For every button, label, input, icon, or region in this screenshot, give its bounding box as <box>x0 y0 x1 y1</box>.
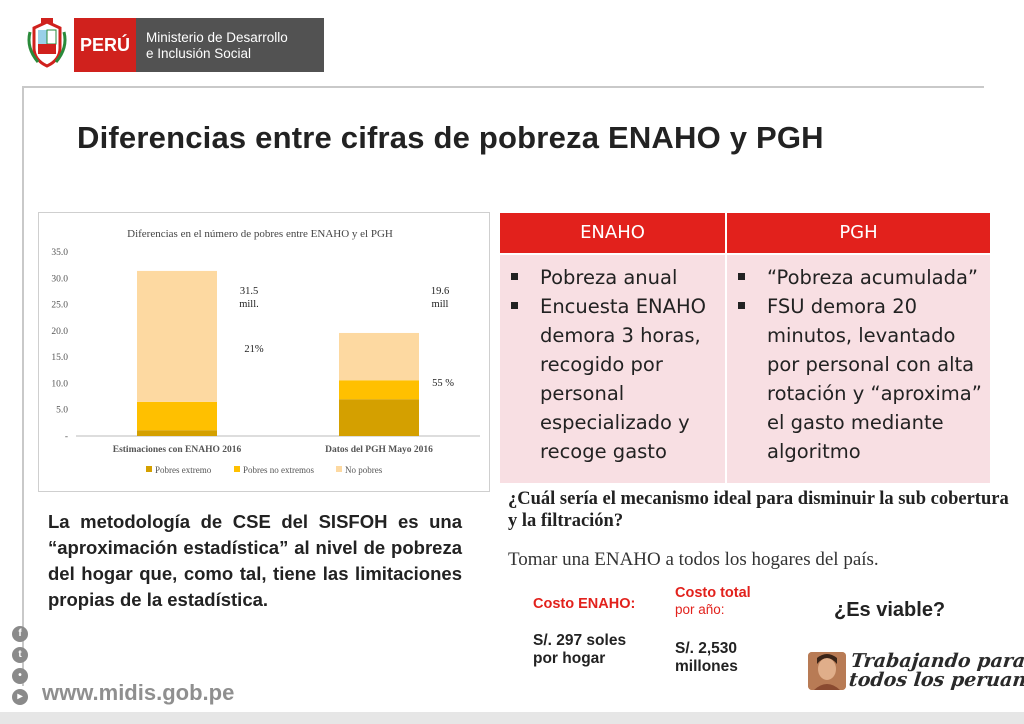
website-link[interactable]: www.midis.gob.pe <box>42 680 235 705</box>
annotation-pgh-total-box <box>418 282 462 314</box>
slogan-line-2: todos los peruanos <box>847 669 1024 691</box>
annotation-pgh-pct: 55 % <box>432 378 454 389</box>
flickr-icon[interactable]: • <box>12 668 28 684</box>
peru-coat-of-arms-icon <box>27 18 67 68</box>
youtube-icon[interactable]: ▸ <box>12 689 28 705</box>
brand-logo: PERÚ <box>74 18 136 72</box>
y-tick-label: 10.0 <box>51 379 68 389</box>
annotation-enaho-pct: 21% <box>244 344 264 355</box>
cost-total-value-line-1: S/. 2,530 <box>675 640 738 657</box>
bar-segment <box>137 401 217 431</box>
bar-segment <box>339 332 419 381</box>
annotation-enaho-total-box <box>227 282 271 314</box>
ministry-line-2: e Inclusión Social <box>146 46 252 61</box>
table-cell-pgh: “Pobreza acumulada” FSU demora 20 minuto… <box>727 255 990 483</box>
footer-bar <box>0 712 1024 724</box>
bullet-icon <box>738 273 745 280</box>
twitter-icon[interactable]: t <box>12 647 28 663</box>
legend-swatch <box>234 466 240 472</box>
y-tick-label: 20.0 <box>51 327 68 337</box>
y-tick-label: 35.0 <box>51 248 68 258</box>
slogan: Trabajando para todos los peruanos <box>847 650 1024 691</box>
viable-question: ¿Es viable? <box>834 599 946 621</box>
bar-segment <box>339 399 419 436</box>
stacked-bar-chart: - 5.0 10.0 15.0 20.0 25.0 30.0 35.0 Estimaciones… <box>51 248 480 475</box>
comparison-table: ENAHO PGH Pobreza anual Encuesta ENAHO d… <box>500 213 990 483</box>
bar-segment <box>137 270 217 402</box>
y-tick-label: 30.0 <box>51 274 68 284</box>
social-links: f t • ▸ <box>12 626 34 710</box>
facebook-icon[interactable]: f <box>12 626 28 642</box>
annotation-pgh-pct-box <box>421 374 465 393</box>
legend-label: Pobres no extremos <box>243 465 314 475</box>
question-text: ¿Cuál sería el mecanismo ideal para dism… <box>508 489 1009 531</box>
list-item: FSU demora 20 minutos, levantado por per… <box>738 292 984 466</box>
portrait-photo <box>808 652 846 690</box>
bar-segment <box>339 380 419 400</box>
table-cell-enaho: Pobreza anual Encuesta ENAHO demora 3 ho… <box>500 255 725 483</box>
frame-left-border <box>22 86 24 686</box>
answer-text: Tomar una ENAHO a todos los hogares del … <box>508 549 879 570</box>
annotation-pgh-total: 19.6 <box>431 286 449 297</box>
annotation-enaho-total: mill. <box>239 299 259 310</box>
table-header-pgh: PGH <box>727 213 990 253</box>
y-tick-label: 5.0 <box>56 406 68 416</box>
legend-label: No pobres <box>345 465 383 475</box>
list-item: Pobreza anual <box>511 263 719 292</box>
slide-title: Diferencias entre cifras de pobreza ENAH… <box>77 120 824 155</box>
ministry-name: Ministerio de Desarrollo e Inclusión Soc… <box>136 18 324 72</box>
cost-total-label-line-1: Costo total <box>675 585 751 601</box>
ministry-line-1: Ministerio de Desarrollo <box>146 30 288 45</box>
frame-top-border <box>22 86 984 88</box>
legend-swatch <box>336 466 342 472</box>
cost-enaho-label: Costo ENAHO: <box>533 596 636 612</box>
legend-swatch <box>146 466 152 472</box>
table-header-enaho: ENAHO <box>500 213 725 253</box>
annotation-pgh-total: mill <box>432 299 449 310</box>
annotation-enaho-total: 31.5 <box>240 286 258 297</box>
chart-title: Diferencias en el número de pobres entre… <box>127 228 393 240</box>
list-item: Encuesta ENAHO demora 3 horas, recogido … <box>511 292 719 466</box>
cost-enaho-value-line-1: S/. 297 soles <box>533 632 627 649</box>
bar-segment <box>137 430 217 436</box>
bullet-icon <box>738 302 745 309</box>
y-tick-label: 15.0 <box>51 353 68 363</box>
bullet-icon <box>511 302 518 309</box>
cost-total-value-line-2: millones <box>675 658 738 675</box>
cost-enaho-value-line-2: por hogar <box>533 650 606 667</box>
y-tick-label: - <box>65 432 68 442</box>
annotation-enaho-pct-box <box>232 340 276 359</box>
x-tick-label: Datos del PGH Mayo 2016 <box>325 445 433 455</box>
list-item: “Pobreza acumulada” <box>738 263 984 292</box>
y-tick-label: 25.0 <box>51 301 68 311</box>
methodology-text: La metodología de CSE del SISFOH es una … <box>48 511 462 610</box>
x-tick-label: Estimaciones con ENAHO 2016 <box>113 445 242 455</box>
bullet-icon <box>511 273 518 280</box>
legend-label: Pobres extremo <box>155 465 212 475</box>
cost-total-label-line-2: por año: <box>675 602 725 617</box>
